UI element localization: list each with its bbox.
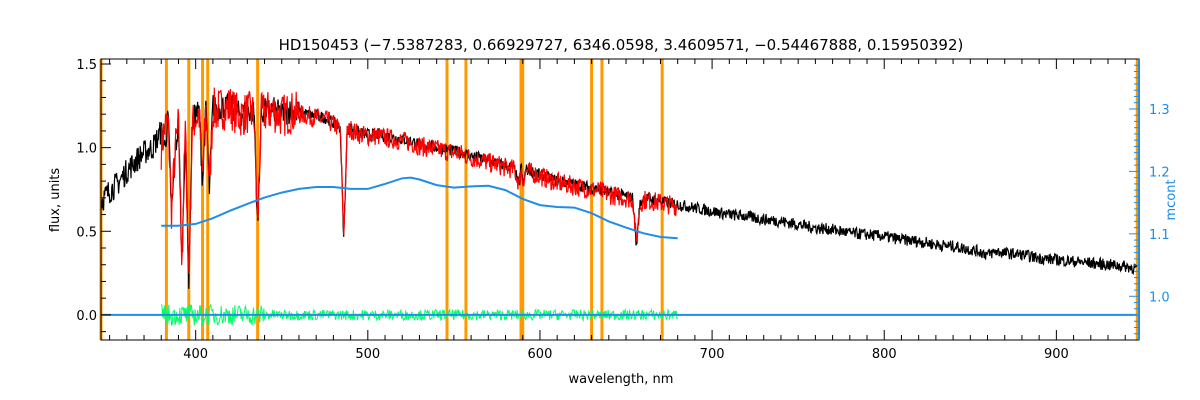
continuum-curve xyxy=(101,176,1138,316)
right-tick-label: 1.2 xyxy=(1149,165,1170,180)
right-tick-label: 1.3 xyxy=(1149,103,1170,118)
x-tick-label: 500 xyxy=(355,347,380,362)
model-line xyxy=(160,87,679,275)
right-axis: 1.0 1.1 1.2 1.3 xyxy=(1129,59,1170,340)
x-tick-label: 900 xyxy=(1044,347,1069,362)
x-tick-label: 700 xyxy=(700,347,725,362)
right-axis-label: mcont xyxy=(1164,179,1179,220)
right-tick-label: 1.1 xyxy=(1149,228,1170,243)
y-tick-label: 0.5 xyxy=(76,225,97,240)
continuum-line xyxy=(161,176,678,240)
y-tick-label: 0.0 xyxy=(76,309,97,324)
residual-line xyxy=(161,303,678,327)
chart-title: HD150453 (−7.5387283, 0.66929727, 6346.0… xyxy=(279,36,964,54)
residual-spectrum xyxy=(161,303,678,327)
model-spectrum xyxy=(160,87,679,275)
y-axis: 0.0 0.5 1.0 1.5 xyxy=(76,58,111,333)
y-axis-label: flux, units xyxy=(48,168,63,233)
x-axis-label: wavelength, nm xyxy=(569,372,674,387)
x-axis: 400 500 600 700 800 900 xyxy=(109,59,1126,362)
x-tick-label: 800 xyxy=(872,347,897,362)
x-tick-label: 600 xyxy=(528,347,553,362)
right-tick-label: 1.0 xyxy=(1149,290,1170,305)
y-tick-label: 1.0 xyxy=(76,142,97,157)
x-tick-label: 400 xyxy=(183,347,208,362)
y-tick-label: 1.5 xyxy=(76,58,97,73)
